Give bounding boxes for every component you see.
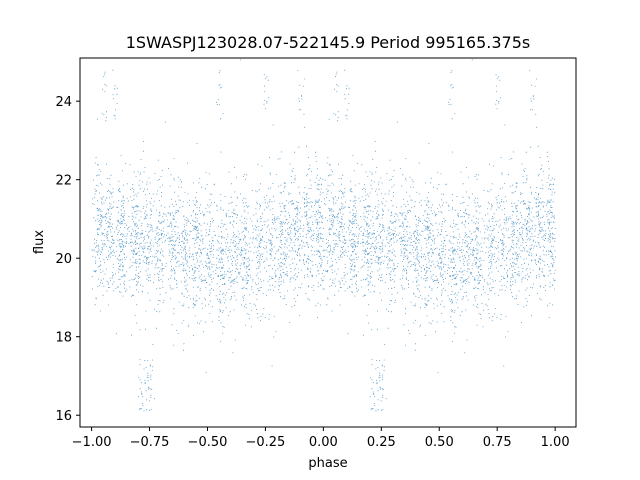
y-tick-label: 16 [55,409,72,424]
x-tick-label: 1.00 [541,435,570,450]
x-tick-label: −0.25 [245,435,285,450]
y-axis: 16 18 20 22 24 [55,95,80,424]
chart-title: 1SWASPJ123028.07-522145.9 Period 995165.… [126,33,531,52]
x-tick-label: −0.75 [130,435,170,450]
y-tick-label: 20 [55,252,72,267]
x-tick-label: −1.00 [72,435,112,450]
x-axis: −1.00 −0.75 −0.50 −0.25 0.00 0.25 0.50 0.75 1.00 [72,427,570,450]
x-tick-label: −0.50 [188,435,228,450]
x-tick-label: 0.75 [483,435,512,450]
plot-frame [79,57,577,428]
y-tick-label: 22 [55,174,72,189]
x-tick-label: 0.00 [309,435,338,450]
y-axis-label: flux [32,230,47,254]
x-tick-label: 0.25 [367,435,396,450]
x-tick-label: 0.50 [425,435,454,450]
x-axis-label: phase [308,456,347,471]
y-tick-label: 24 [55,95,72,110]
y-tick-label: 18 [55,331,72,346]
